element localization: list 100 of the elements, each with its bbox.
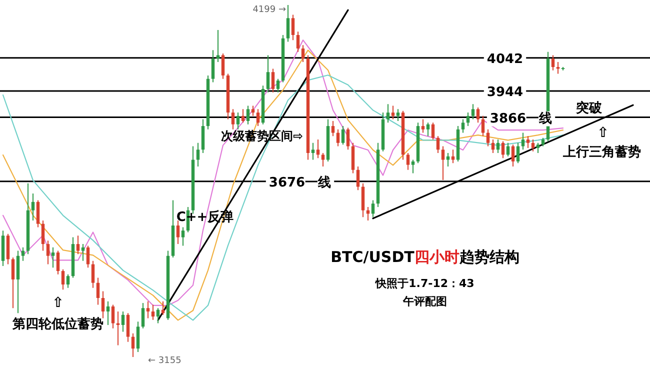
candlestick (356, 166, 360, 191)
candlestick (391, 105, 395, 120)
annotation: 4199 → (252, 5, 286, 15)
candlestick (81, 244, 85, 262)
candlestick (341, 126, 345, 146)
candlestick (61, 268, 65, 290)
candlestick (146, 300, 150, 319)
candlestick (181, 226, 185, 246)
candlestick (221, 53, 225, 80)
candlestick (241, 108, 245, 124)
annotation: 突破 (575, 100, 603, 116)
candlestick (436, 136, 440, 154)
candlestick (336, 128, 340, 147)
candlestick (526, 136, 530, 148)
candlestick (521, 132, 525, 150)
candlestick (276, 78, 280, 93)
candlestick (41, 220, 45, 252)
candlestick (311, 142, 315, 160)
candlestick (256, 108, 260, 127)
candlestick (471, 104, 475, 120)
candlestick (141, 302, 145, 329)
candlestick (96, 277, 100, 306)
candlestick (301, 44, 305, 62)
candlestick (111, 304, 115, 329)
candlestick (266, 54, 270, 93)
candlestick (511, 144, 515, 167)
ref-line-label: 3676一线 (268, 175, 332, 190)
candlestick (411, 159, 415, 174)
candlestick (476, 107, 480, 124)
candlestick (101, 290, 105, 319)
candlestick (291, 14, 295, 41)
candlestick (451, 149, 455, 164)
candlestick (441, 146, 445, 180)
candlestick (516, 142, 520, 164)
candlestick (481, 115, 485, 137)
candlestick (136, 321, 140, 352)
ref-line-label: 4042 (486, 52, 524, 67)
candlestick (251, 105, 255, 116)
text: BTC/USDT四小时趋势结构 (330, 248, 520, 266)
candlestick (46, 240, 50, 265)
candlestick (121, 310, 125, 332)
candlestick (246, 105, 250, 125)
candlestick (486, 128, 490, 147)
candlestick (126, 312, 130, 342)
annotation: 上行三角蓄势 (562, 144, 641, 160)
candlestick (6, 233, 10, 265)
candlestick (236, 112, 240, 130)
candlestick (466, 112, 470, 127)
candlestick (536, 142, 540, 154)
candlestick (271, 68, 275, 93)
candlestick (321, 152, 325, 167)
candlestick (421, 118, 425, 134)
candlestick (11, 257, 15, 309)
candlestick (446, 152, 450, 167)
candlestick (201, 118, 205, 154)
candlestick (351, 142, 355, 174)
candlestick (296, 31, 300, 52)
ref-line-label: 3866一线 (490, 111, 552, 126)
candlestick (156, 308, 160, 324)
annotation: ← 3155 (148, 356, 182, 366)
candlestick (56, 250, 60, 275)
candlestick (396, 108, 400, 122)
candlestick (371, 200, 375, 218)
candlestick (16, 250, 20, 314)
candlestick (286, 4, 290, 42)
candlestick (66, 274, 70, 288)
candlestick (106, 300, 110, 326)
candlestick (216, 29, 220, 62)
candlestick (316, 139, 320, 159)
annotation: 快照于1.7-12：43 (374, 277, 474, 290)
candlestick (346, 127, 350, 150)
candlestick (431, 122, 435, 140)
candlestick (386, 104, 390, 124)
candlestick (86, 245, 90, 268)
candlestick (76, 235, 80, 255)
candlestick (461, 118, 465, 134)
ref-line-label: 3944 (486, 84, 524, 100)
candlestick (91, 260, 95, 288)
candlestick (211, 50, 215, 83)
annotation: 午评配图 (402, 295, 447, 308)
candlestick (491, 139, 495, 154)
annotation: ⇧ (597, 125, 609, 141)
candlestick (361, 182, 365, 218)
annotation: ⇧ (52, 295, 64, 311)
candlestick (551, 54, 555, 71)
candlestick (406, 152, 410, 170)
candlestick (231, 108, 235, 130)
candlestick (151, 304, 155, 320)
candlestick (36, 200, 40, 228)
candlestick (31, 192, 35, 221)
candlestick (196, 142, 200, 167)
candlestick (496, 139, 500, 154)
candlestick (21, 246, 25, 262)
candlestick (331, 120, 335, 137)
candlestick (131, 332, 135, 358)
candlestick (501, 140, 505, 159)
candlestick (531, 139, 535, 152)
annotation: 第四轮低位蓄势 (12, 316, 104, 332)
candlestick (51, 246, 55, 268)
candlestick (426, 122, 430, 137)
